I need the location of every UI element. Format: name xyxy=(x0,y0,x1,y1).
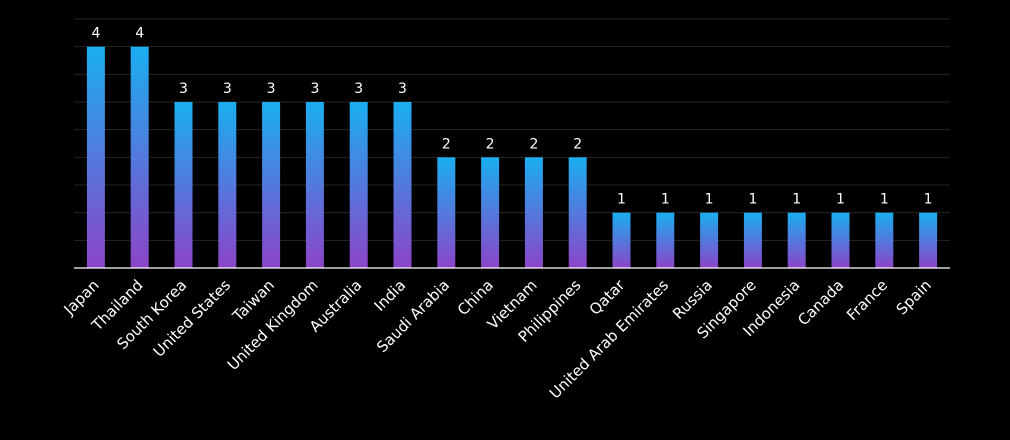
data-label: 1 xyxy=(748,192,757,208)
data-label: 1 xyxy=(836,192,845,208)
bar-indonesia xyxy=(787,212,806,268)
bar-australia xyxy=(349,102,368,268)
x-tick-label: India xyxy=(371,276,410,315)
bars xyxy=(86,46,938,268)
bar-saudi-arabia xyxy=(437,157,456,268)
x-tick-label: France xyxy=(843,276,891,324)
bar-china xyxy=(481,157,500,268)
bar-south-korea xyxy=(174,102,193,268)
data-label: 3 xyxy=(354,81,363,97)
data-label: 2 xyxy=(486,136,495,152)
data-label: 1 xyxy=(924,192,933,208)
gridlines xyxy=(74,18,950,241)
bar-france xyxy=(875,212,894,268)
bar-thailand xyxy=(130,46,149,268)
bar-united-kingdom xyxy=(305,102,324,268)
data-label: 2 xyxy=(529,136,538,152)
bar-united-arab-emirates xyxy=(656,212,675,268)
bar-canada xyxy=(831,212,850,268)
bar-spain xyxy=(919,212,938,268)
bar-philippines xyxy=(568,157,587,268)
data-label: 3 xyxy=(267,81,276,97)
x-tick-label: United States xyxy=(150,276,235,361)
data-labels: 4 4 3 3 3 3 3 3 2 2 2 2 1 1 1 1 1 1 1 1 xyxy=(91,26,932,208)
data-label: 1 xyxy=(617,192,626,208)
bar-taiwan xyxy=(262,102,281,268)
data-label: 4 xyxy=(91,26,100,42)
data-label: 4 xyxy=(135,26,144,42)
data-label: 1 xyxy=(661,192,670,208)
bar-india xyxy=(393,102,412,268)
bar-japan xyxy=(86,46,105,268)
data-label: 3 xyxy=(310,81,319,97)
bar-united-states xyxy=(218,102,237,268)
data-label: 1 xyxy=(880,192,889,208)
bar-singapore xyxy=(743,212,762,268)
data-label: 3 xyxy=(398,81,407,97)
data-label: 2 xyxy=(573,136,582,152)
bar-vietnam xyxy=(524,157,543,268)
data-label: 3 xyxy=(223,81,232,97)
data-label: 1 xyxy=(792,192,801,208)
data-label: 3 xyxy=(179,81,188,97)
bar-russia xyxy=(700,212,719,268)
data-label: 2 xyxy=(442,136,451,152)
data-label: 1 xyxy=(705,192,714,208)
x-tick-label: Canada xyxy=(794,276,847,329)
x-tick-label: Spain xyxy=(893,276,935,318)
bar-qatar xyxy=(612,212,631,268)
